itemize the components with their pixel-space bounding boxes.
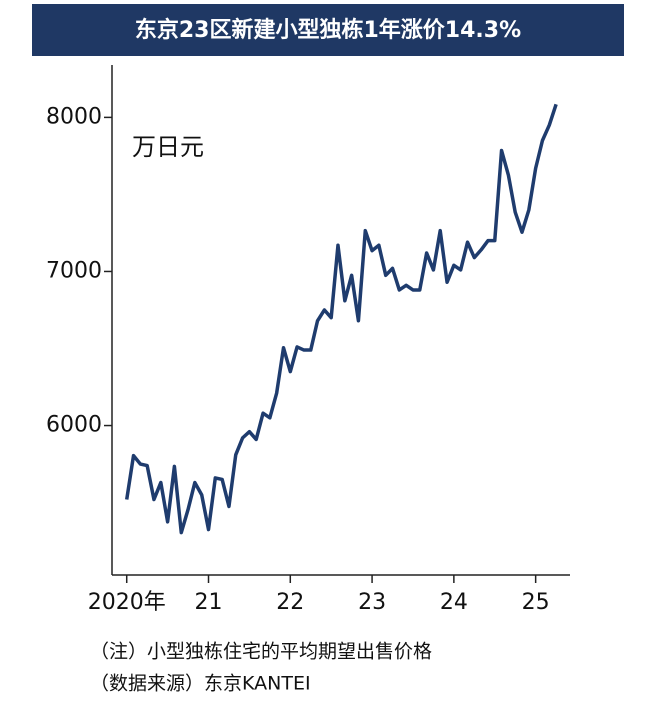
- source: （数据来源）东京KANTEI: [90, 673, 311, 695]
- y-tick-label: 7000: [46, 258, 102, 283]
- note: （注）小型独栋住宅的平均期望出售价格: [90, 641, 432, 663]
- watermark: 中文网: [460, 570, 502, 586]
- y-tick-label: 6000: [46, 413, 102, 438]
- x-tick-label: 22: [276, 590, 304, 615]
- data-line: [124, 103, 558, 535]
- y-tick-label: 8000: [46, 104, 102, 129]
- x-tick-label: 2020年: [88, 590, 166, 615]
- chart-title: 东京23区新建小型独栋1年涨价14.3%: [135, 17, 521, 43]
- x-tick-label: 25: [522, 590, 550, 615]
- x-tick-label: 24: [440, 590, 468, 615]
- title-banner: [32, 4, 624, 56]
- x-tick-label: 21: [195, 590, 223, 615]
- x-tick-label: 23: [358, 590, 386, 615]
- y-unit: 万日元: [132, 133, 204, 161]
